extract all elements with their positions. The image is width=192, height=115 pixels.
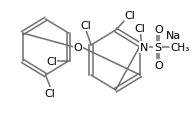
Text: Cl: Cl (45, 88, 56, 98)
Text: Cl: Cl (46, 56, 57, 66)
Text: O: O (154, 60, 163, 70)
Text: Cl: Cl (81, 21, 92, 31)
Text: Na: Na (166, 31, 181, 41)
Text: CH₃: CH₃ (171, 43, 190, 53)
Text: O: O (154, 25, 163, 35)
Text: S: S (154, 43, 161, 53)
Text: O: O (73, 43, 82, 53)
Text: N: N (140, 43, 148, 53)
Text: Cl: Cl (124, 11, 135, 21)
Text: Cl: Cl (134, 24, 145, 34)
